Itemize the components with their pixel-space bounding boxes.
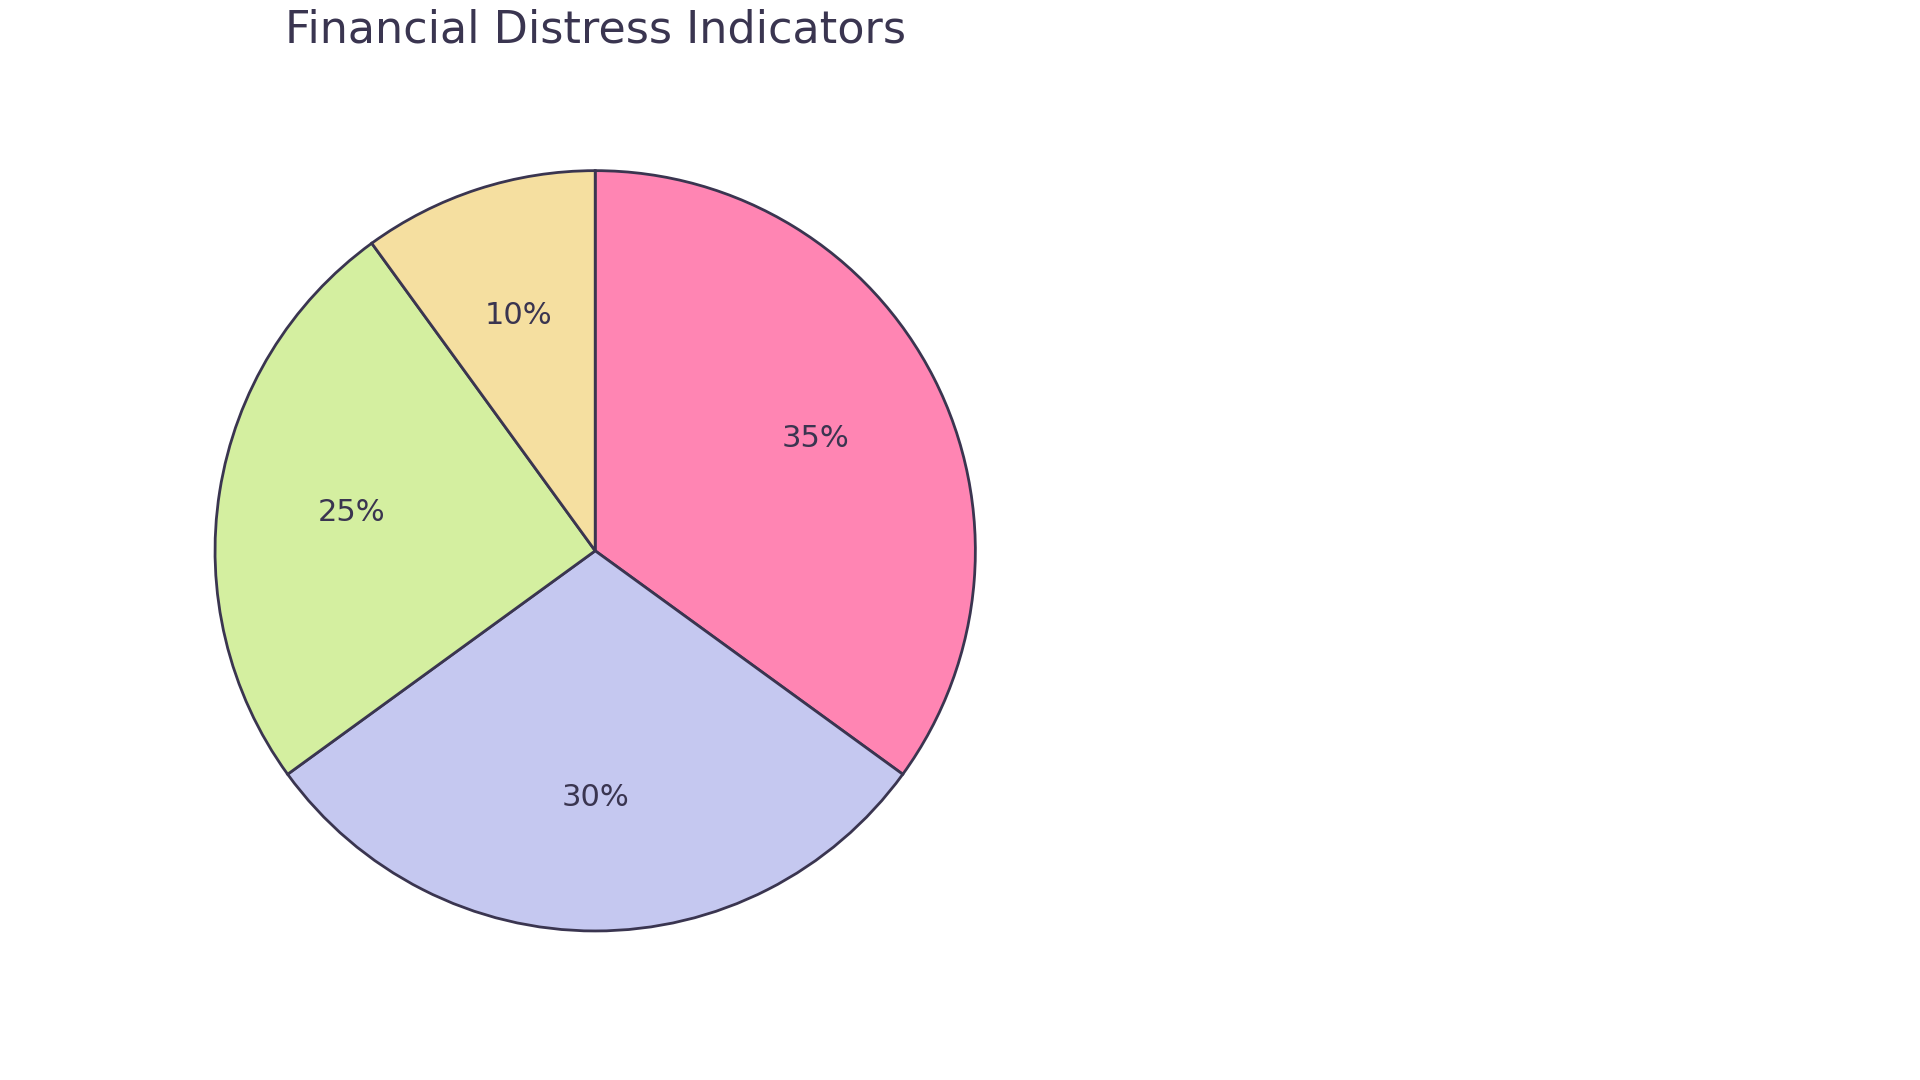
- Wedge shape: [595, 171, 975, 774]
- Text: 10%: 10%: [486, 301, 553, 330]
- Legend: Escalating Debt, Persistently Negative Profits, Downward Trend in Sales, Challen: Escalating Debt, Persistently Negative P…: [1167, 404, 1912, 676]
- Text: 30%: 30%: [561, 783, 630, 812]
- Wedge shape: [372, 171, 595, 551]
- Title: Financial Distress Indicators: Financial Distress Indicators: [284, 9, 906, 51]
- Wedge shape: [215, 243, 595, 774]
- Wedge shape: [288, 551, 902, 931]
- Text: 35%: 35%: [781, 424, 849, 454]
- Text: 25%: 25%: [317, 498, 384, 527]
